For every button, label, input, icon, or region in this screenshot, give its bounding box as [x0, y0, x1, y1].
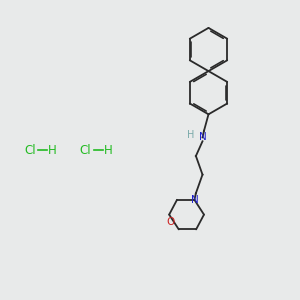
Text: O: O: [167, 217, 175, 227]
Text: H: H: [48, 143, 57, 157]
Text: Cl: Cl: [80, 143, 91, 157]
Text: H: H: [188, 130, 195, 140]
Text: Cl: Cl: [24, 143, 36, 157]
Text: H: H: [103, 143, 112, 157]
Text: N: N: [199, 132, 206, 142]
Text: N: N: [190, 195, 198, 205]
